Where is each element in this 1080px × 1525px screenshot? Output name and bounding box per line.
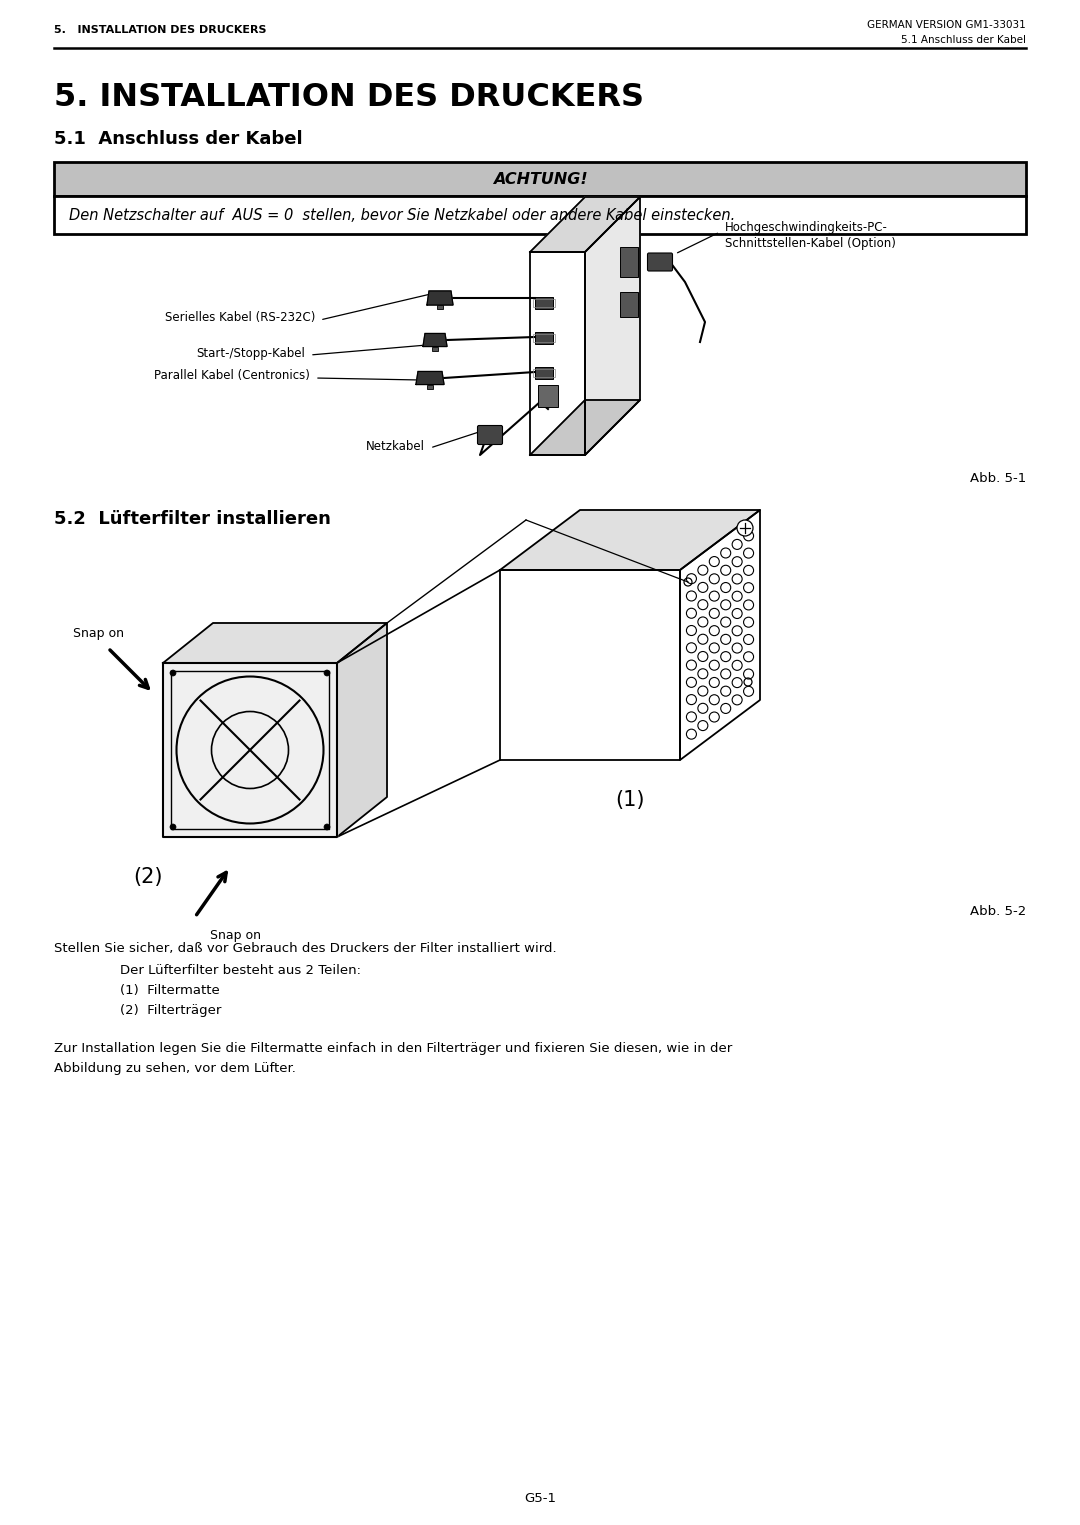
Text: (1): (1) — [616, 790, 645, 810]
Bar — [54, 197, 1026, 233]
Circle shape — [170, 824, 176, 830]
Text: 5. INSTALLATION DES DRUCKERS: 5. INSTALLATION DES DRUCKERS — [54, 82, 644, 113]
Polygon shape — [585, 197, 640, 454]
Text: Serielles Kabel (RS-232C): Serielles Kabel (RS-232C) — [164, 311, 315, 323]
Circle shape — [737, 520, 753, 535]
Polygon shape — [427, 291, 453, 305]
Bar — [535, 297, 553, 310]
Text: 5.   INSTALLATION DES DRUCKERS: 5. INSTALLATION DES DRUCKERS — [54, 24, 267, 35]
Polygon shape — [423, 334, 447, 346]
Text: Abbildung zu sehen, vor dem Lüfter.: Abbildung zu sehen, vor dem Lüfter. — [54, 1061, 296, 1075]
Text: (2)  Filterträger: (2) Filterträger — [120, 1003, 221, 1017]
Polygon shape — [680, 509, 760, 759]
Bar — [54, 162, 1026, 197]
Text: Den Netzschalter auf  AUS = 0  stellen, bevor Sie Netzkabel oder andere Kabel ei: Den Netzschalter auf AUS = 0 stellen, be… — [69, 207, 735, 223]
Text: Abb. 5-2: Abb. 5-2 — [970, 904, 1026, 918]
Text: (1)  Filtermatte: (1) Filtermatte — [120, 984, 219, 997]
Circle shape — [324, 824, 330, 830]
Text: Abb. 5-1: Abb. 5-1 — [970, 473, 1026, 485]
Text: Stellen Sie sicher, daß vor Gebrauch des Druckers der Filter installiert wird.: Stellen Sie sicher, daß vor Gebrauch des… — [54, 942, 556, 955]
Text: 5.1  Anschluss der Kabel: 5.1 Anschluss der Kabel — [54, 130, 302, 148]
Bar — [620, 247, 638, 278]
Bar — [535, 332, 553, 345]
Polygon shape — [500, 509, 760, 570]
Text: GERMAN VERSION GM1-33031: GERMAN VERSION GM1-33031 — [867, 20, 1026, 30]
Text: 5.2  Lüfterfilter installieren: 5.2 Lüfterfilter installieren — [54, 509, 330, 528]
Polygon shape — [163, 624, 387, 663]
Polygon shape — [163, 663, 337, 837]
Circle shape — [324, 669, 330, 676]
Text: Hochgeschwindingkeits-PC-: Hochgeschwindingkeits-PC- — [725, 221, 888, 233]
Polygon shape — [500, 570, 680, 759]
Bar — [620, 291, 638, 317]
Bar — [535, 368, 553, 380]
Text: Der Lüfterfilter besteht aus 2 Teilen:: Der Lüfterfilter besteht aus 2 Teilen: — [120, 964, 361, 978]
Text: (2): (2) — [133, 868, 163, 888]
Bar — [427, 384, 433, 389]
Polygon shape — [530, 252, 585, 454]
Polygon shape — [530, 400, 640, 454]
Text: Start-/Stopp-Kabel: Start-/Stopp-Kabel — [197, 346, 305, 360]
Circle shape — [170, 669, 176, 676]
Bar — [534, 334, 555, 342]
Text: Netzkabel: Netzkabel — [366, 439, 426, 453]
Bar — [432, 346, 438, 351]
Text: 5.1 Anschluss der Kabel: 5.1 Anschluss der Kabel — [901, 35, 1026, 46]
Bar — [534, 369, 555, 377]
Text: Schnittstellen-Kabel (Option): Schnittstellen-Kabel (Option) — [725, 236, 896, 250]
Bar — [538, 384, 558, 407]
Text: Zur Installation legen Sie die Filtermatte einfach in den Filterträger und fixie: Zur Installation legen Sie die Filtermat… — [54, 1042, 732, 1055]
Polygon shape — [530, 197, 640, 252]
Bar — [534, 299, 555, 307]
Polygon shape — [337, 624, 387, 837]
Text: Parallel Kabel (Centronics): Parallel Kabel (Centronics) — [154, 369, 310, 383]
Text: ACHTUNG!: ACHTUNG! — [492, 171, 588, 186]
Bar — [437, 305, 443, 310]
Text: G5-1: G5-1 — [524, 1491, 556, 1505]
FancyBboxPatch shape — [648, 253, 673, 271]
Polygon shape — [416, 372, 444, 384]
Text: Snap on: Snap on — [73, 627, 124, 639]
Text: Snap on: Snap on — [210, 929, 261, 941]
FancyBboxPatch shape — [477, 425, 502, 444]
